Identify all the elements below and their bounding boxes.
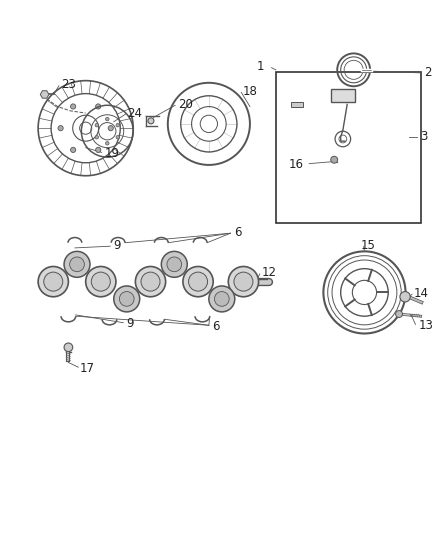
- Circle shape: [58, 126, 63, 131]
- Circle shape: [228, 266, 258, 297]
- Circle shape: [106, 142, 109, 145]
- Circle shape: [116, 135, 120, 139]
- Circle shape: [71, 147, 76, 152]
- Circle shape: [91, 272, 110, 291]
- Circle shape: [86, 266, 116, 297]
- Text: 1: 1: [256, 60, 264, 74]
- Text: 9: 9: [126, 317, 133, 330]
- Circle shape: [108, 126, 113, 131]
- Circle shape: [95, 124, 99, 127]
- Text: 20: 20: [178, 98, 193, 111]
- Text: 15: 15: [361, 239, 376, 252]
- Circle shape: [234, 272, 253, 291]
- Circle shape: [183, 266, 213, 297]
- Text: 9: 9: [113, 239, 120, 252]
- Circle shape: [209, 286, 235, 312]
- Circle shape: [396, 311, 403, 318]
- Text: 24: 24: [127, 107, 143, 119]
- Circle shape: [106, 117, 109, 121]
- Text: 19: 19: [104, 147, 119, 160]
- Circle shape: [70, 257, 85, 272]
- Circle shape: [400, 292, 410, 302]
- Circle shape: [116, 124, 120, 127]
- Bar: [331, 90, 355, 102]
- Circle shape: [215, 292, 229, 306]
- Circle shape: [135, 266, 166, 297]
- Bar: [276, 72, 420, 223]
- Circle shape: [64, 252, 90, 277]
- Text: 14: 14: [414, 287, 429, 300]
- Circle shape: [331, 156, 338, 163]
- Circle shape: [188, 272, 208, 291]
- Circle shape: [161, 252, 187, 277]
- Bar: [291, 102, 303, 107]
- Text: 17: 17: [80, 362, 95, 375]
- Circle shape: [64, 343, 73, 352]
- Circle shape: [71, 104, 76, 109]
- Circle shape: [95, 135, 99, 139]
- Polygon shape: [40, 91, 49, 98]
- Text: 12: 12: [261, 266, 276, 279]
- Circle shape: [120, 292, 134, 306]
- Circle shape: [95, 147, 101, 152]
- Text: 6: 6: [212, 320, 220, 333]
- Circle shape: [114, 286, 140, 312]
- Text: 6: 6: [234, 227, 241, 239]
- Text: 13: 13: [418, 319, 433, 332]
- Circle shape: [148, 118, 154, 124]
- Text: 16: 16: [289, 158, 304, 171]
- Circle shape: [141, 272, 160, 291]
- Circle shape: [44, 272, 63, 291]
- Text: 18: 18: [243, 85, 258, 98]
- Text: 23: 23: [61, 78, 76, 92]
- Circle shape: [95, 104, 101, 109]
- Text: 3: 3: [420, 131, 427, 143]
- Circle shape: [167, 257, 182, 272]
- Text: 2: 2: [424, 67, 431, 79]
- Circle shape: [38, 266, 68, 297]
